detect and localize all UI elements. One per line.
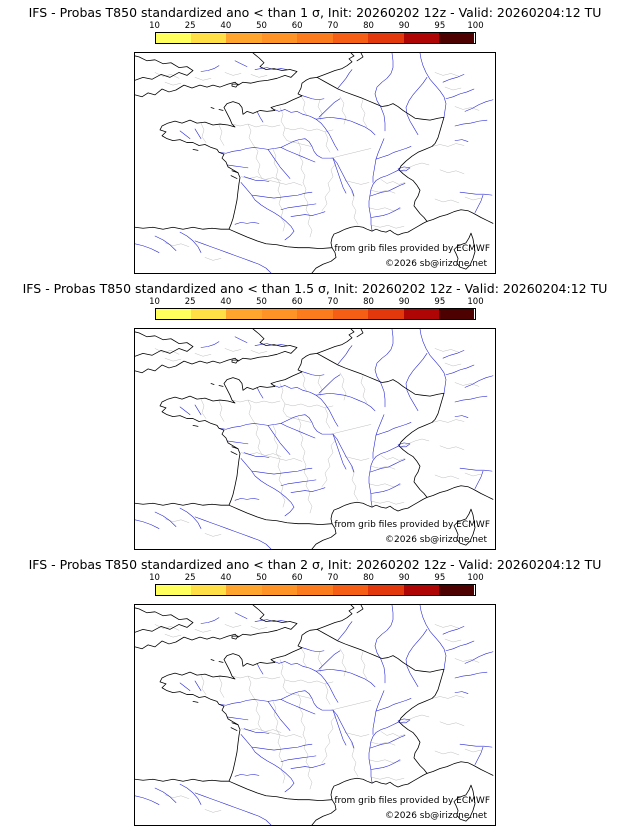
map-france: from grib files provided by ECMWF ©2026 …	[134, 52, 496, 274]
colorbar-tick-label: 40	[220, 573, 232, 583]
colorbar-tick-label: 70	[327, 297, 339, 307]
map-france: from grib files provided by ECMWF ©2026 …	[134, 328, 496, 550]
colorbar-scale	[154, 308, 476, 320]
colorbar-segment	[403, 309, 439, 319]
colorbar-tick-label: 25	[184, 297, 196, 307]
colorbar-ticks: 10 25 40 50 60 70 80 90 95 100	[149, 573, 484, 584]
colorbar-segment	[190, 309, 227, 319]
colorbar-tick-label: 25	[184, 21, 196, 31]
map-drawing	[135, 605, 494, 825]
colorbar-segment	[226, 33, 262, 43]
colorbar-segment	[439, 33, 475, 43]
map-drawing	[135, 53, 494, 273]
colorbar-segment	[261, 33, 298, 43]
colorbar-scale	[154, 32, 476, 44]
colorbar-segment	[403, 585, 439, 595]
colorbar-segment	[332, 585, 369, 595]
map-drawing	[135, 329, 494, 549]
colorbar-tick-label: 10	[149, 573, 160, 583]
colorbar-segment	[190, 33, 227, 43]
colorbar-tick-label: 90	[398, 573, 410, 583]
colorbar-segment	[439, 585, 475, 595]
colorbar-segment	[368, 33, 404, 43]
colorbar-segment	[332, 309, 369, 319]
colorbar-tick-label: 40	[220, 297, 232, 307]
colorbar-tick-label: 70	[327, 21, 339, 31]
colorbar-segment	[261, 585, 298, 595]
colorbar-segment	[332, 33, 369, 43]
grib-credit-text: from grib files provided by ECMWF	[334, 520, 490, 530]
colorbar-tick-label: 95	[434, 297, 446, 307]
colorbar: 10 25 40 50 60 70 80 90 95 100	[149, 573, 484, 596]
colorbar-segment	[439, 309, 475, 319]
colorbar-segment	[155, 309, 191, 319]
probability-map-panel-1: IFS - Probas T850 standardized ano < tha…	[0, 0, 630, 276]
colorbar-ticks: 10 25 40 50 60 70 80 90 95 100	[149, 297, 484, 308]
colorbar-tick-label: 80	[363, 297, 374, 307]
copyright-text: ©2026 sb@irizone.net	[385, 535, 487, 545]
colorbar-segment	[368, 585, 404, 595]
colorbar-tick-label: 70	[327, 573, 339, 583]
panel-title: IFS - Probas T850 standardized ano < tha…	[28, 5, 602, 20]
grib-credit-text: from grib files provided by ECMWF	[334, 796, 490, 806]
colorbar-ticks: 10 25 40 50 60 70 80 90 95 100	[149, 21, 484, 32]
colorbar-tick-label: 80	[363, 573, 374, 583]
copyright-text: ©2026 sb@irizone.net	[385, 811, 487, 821]
colorbar-tick-label: 95	[434, 573, 446, 583]
colorbar-tick-label: 50	[256, 297, 267, 307]
colorbar-tick-label: 100	[467, 297, 484, 307]
colorbar-scale	[154, 584, 476, 596]
colorbar-tick-label: 100	[467, 573, 484, 583]
colorbar-segment	[297, 309, 333, 319]
probability-map-panel-3: IFS - Probas T850 standardized ano < tha…	[0, 552, 630, 828]
panel-title: IFS - Probas T850 standardized ano < tha…	[28, 557, 602, 572]
probability-map-panel-2: IFS - Probas T850 standardized ano < tha…	[0, 276, 630, 552]
colorbar-tick-label: 10	[149, 21, 160, 31]
colorbar-tick-label: 90	[398, 297, 410, 307]
colorbar-segment	[297, 33, 333, 43]
colorbar-tick-label: 90	[398, 21, 410, 31]
colorbar-tick-label: 60	[291, 297, 303, 307]
colorbar-tick-label: 40	[220, 21, 232, 31]
colorbar-segment	[190, 585, 227, 595]
colorbar-tick-label: 80	[363, 21, 374, 31]
colorbar-segment	[403, 33, 439, 43]
colorbar-tick-label: 100	[467, 21, 484, 31]
panel-title: IFS - Probas T850 standardized ano < tha…	[22, 281, 608, 296]
colorbar-segment	[155, 585, 191, 595]
colorbar: 10 25 40 50 60 70 80 90 95 100	[149, 21, 484, 44]
copyright-text: ©2026 sb@irizone.net	[385, 259, 487, 269]
colorbar-segment	[368, 309, 404, 319]
colorbar-segment	[226, 309, 262, 319]
colorbar-segment	[226, 585, 262, 595]
colorbar-tick-label: 25	[184, 573, 196, 583]
colorbar-tick-label: 95	[434, 21, 446, 31]
colorbar-segment	[155, 33, 191, 43]
colorbar-segment	[297, 585, 333, 595]
colorbar: 10 25 40 50 60 70 80 90 95 100	[149, 297, 484, 320]
colorbar-tick-label: 10	[149, 297, 160, 307]
colorbar-tick-label: 50	[256, 21, 267, 31]
colorbar-tick-label: 60	[291, 573, 303, 583]
grib-credit-text: from grib files provided by ECMWF	[334, 244, 490, 254]
colorbar-tick-label: 60	[291, 21, 303, 31]
colorbar-segment	[261, 309, 298, 319]
colorbar-tick-label: 50	[256, 573, 267, 583]
map-france: from grib files provided by ECMWF ©2026 …	[134, 604, 496, 826]
